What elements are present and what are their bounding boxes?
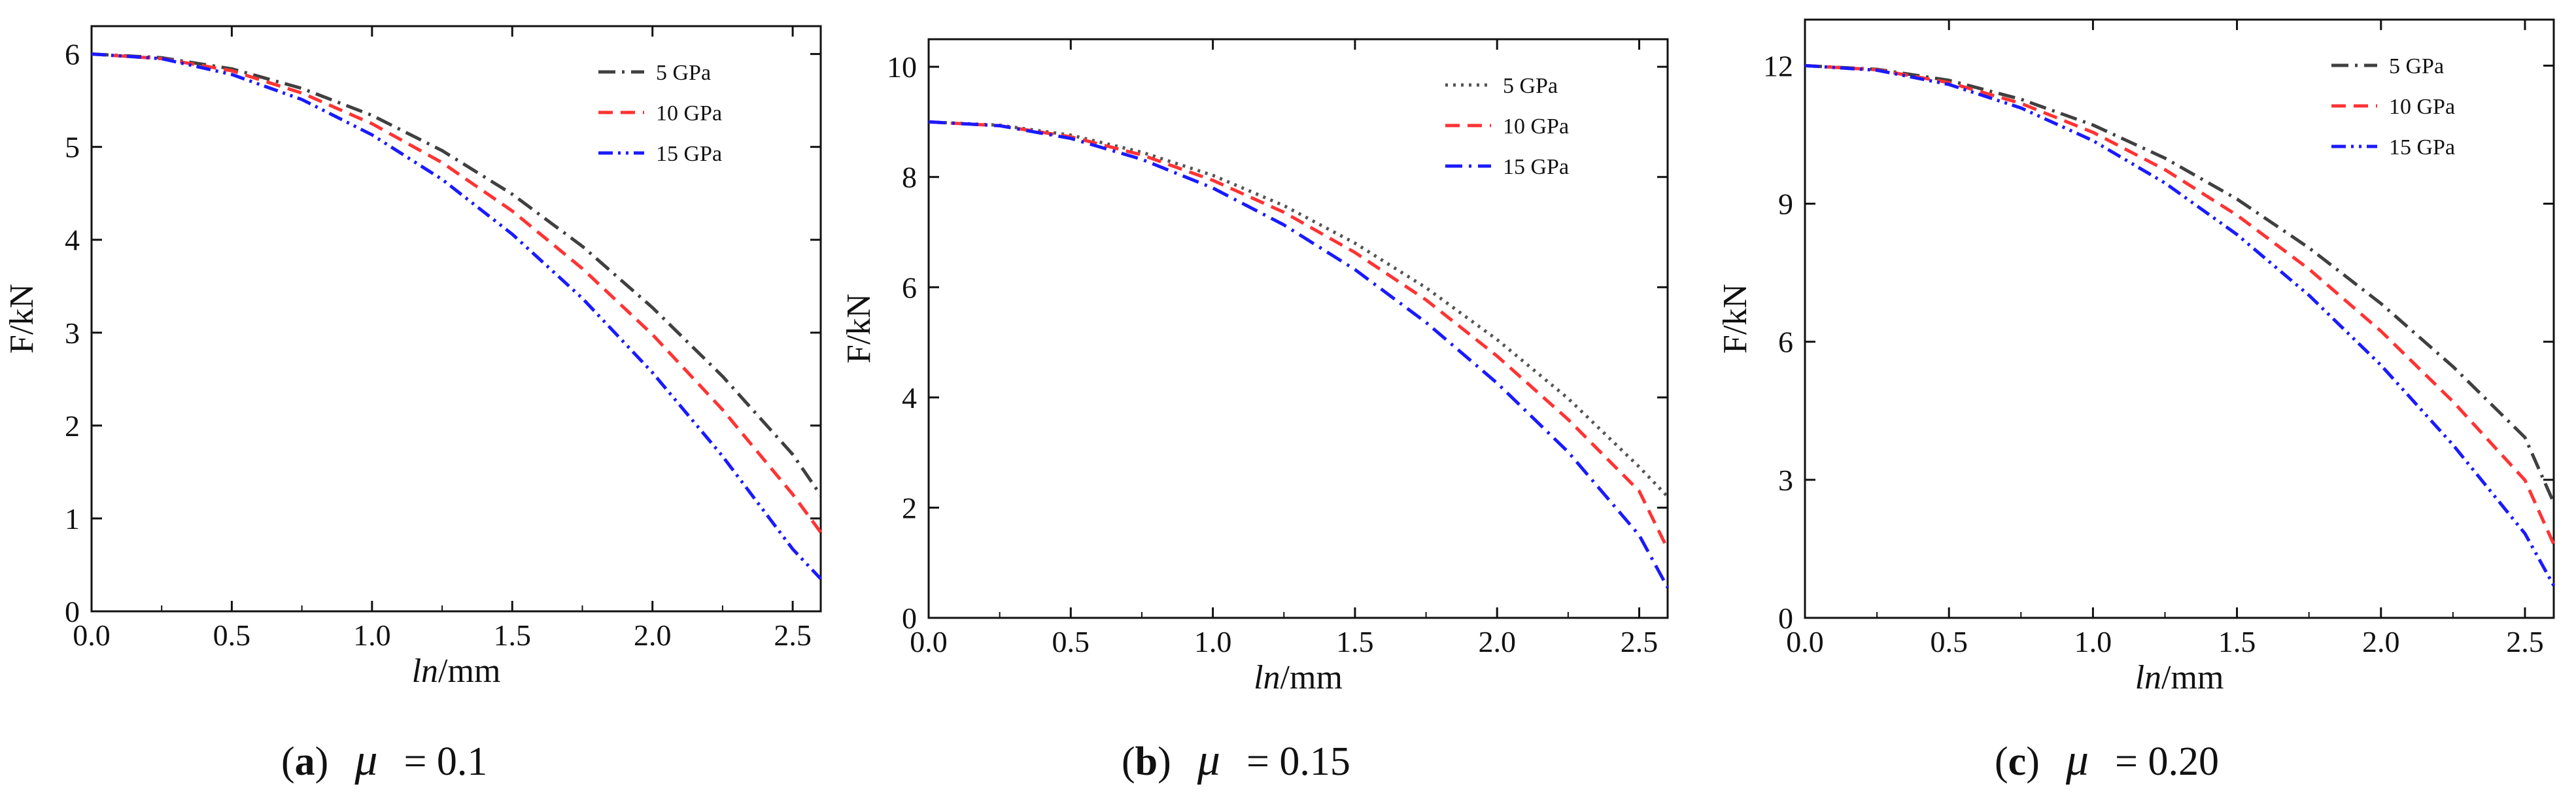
plot-frame bbox=[927, 38, 1669, 619]
series-line-5-gpa bbox=[91, 52, 823, 496]
series-line-10-gpa bbox=[1804, 63, 2556, 545]
x-axis-label: ln/mm bbox=[412, 653, 501, 690]
legend-label: 15 GPa bbox=[656, 142, 722, 166]
caption-value: = 0.1 bbox=[404, 739, 487, 784]
legend-label: 10 GPa bbox=[2389, 95, 2455, 119]
y-tick-label: 1 bbox=[65, 502, 80, 535]
y-tick-label: 6 bbox=[1778, 326, 1793, 359]
x-tick-label: 2.5 bbox=[2506, 625, 2544, 658]
caption-symbol: μ bbox=[1197, 735, 1220, 785]
y-tick-label: 0 bbox=[65, 595, 80, 628]
x-tick-label: 0.5 bbox=[1930, 625, 1968, 658]
x-tick-label: 1.5 bbox=[2218, 625, 2256, 658]
series-line-15-gpa bbox=[1804, 63, 2556, 586]
caption-paren-open: ( bbox=[1122, 739, 1135, 784]
chart-panel-2: 0.0 0.5 1.0 1.5 2.0 2.5 0 2 4 6 8 10 ln/mm F/kN 5 GPa 1… bbox=[840, 38, 1670, 785]
y-tick-label: 4 bbox=[65, 224, 80, 257]
panel-caption: (b) μ = 0.15 bbox=[1122, 735, 1350, 785]
y-tick-label: 5 bbox=[65, 131, 80, 164]
x-axis-label-symbol: ln bbox=[1254, 659, 1280, 696]
caption-value: = 0.15 bbox=[1246, 739, 1350, 784]
x-tick-label: 2.0 bbox=[1478, 625, 1516, 658]
series-line-5-gpa bbox=[928, 120, 1669, 498]
x-axis-label-unit: /mm bbox=[438, 653, 500, 690]
legend-label: 10 GPa bbox=[1503, 114, 1569, 139]
caption-value: = 0.20 bbox=[2115, 739, 2219, 784]
caption-paren-open: ( bbox=[1995, 739, 2008, 784]
x-axis-label-symbol: ln bbox=[2135, 659, 2161, 696]
x-tick-label: 0.0 bbox=[73, 619, 111, 652]
y-tick-label: 4 bbox=[902, 381, 917, 415]
series-line-10-gpa bbox=[928, 120, 1670, 550]
chart-panel-3: 0.0 0.5 1.0 1.5 2.0 2.5 0 3 6 9 12 ln/mm F/kN 5 GPa 10… bbox=[1717, 18, 2556, 785]
y-tick-label: 0 bbox=[902, 602, 917, 635]
caption-paren-open: ( bbox=[281, 739, 295, 784]
x-tick-label: 0.5 bbox=[213, 619, 251, 652]
y-tick-label: 3 bbox=[65, 316, 80, 350]
y-tick-label: 3 bbox=[1778, 464, 1793, 497]
legend-label: 15 GPa bbox=[1503, 155, 1569, 179]
legend-label: 10 GPa bbox=[656, 101, 722, 126]
caption-paren-close: ) bbox=[2026, 739, 2040, 784]
y-tick-label: 8 bbox=[902, 161, 917, 194]
series-line-15-gpa bbox=[91, 52, 822, 581]
x-axis-label-symbol: ln bbox=[412, 653, 438, 690]
panel-caption: (a) μ = 0.1 bbox=[281, 735, 487, 785]
y-tick-label: 12 bbox=[1763, 49, 1793, 82]
panel-caption: (c) μ = 0.20 bbox=[1995, 735, 2219, 785]
y-tick-label: 0 bbox=[1778, 602, 1793, 635]
x-tick-label: 1.5 bbox=[494, 619, 532, 652]
x-tick-label: 2.0 bbox=[2362, 625, 2400, 658]
caption-paren-close: ) bbox=[315, 739, 329, 784]
caption-symbol: μ bbox=[354, 735, 377, 785]
legend-label: 5 GPa bbox=[2389, 54, 2444, 78]
caption-label: a bbox=[295, 739, 315, 784]
caption-paren-close: ) bbox=[1158, 739, 1171, 784]
x-tick-label: 1.0 bbox=[353, 619, 391, 652]
legend-label: 15 GPa bbox=[2389, 135, 2455, 160]
caption-symbol: μ bbox=[2065, 735, 2089, 785]
y-tick-label: 6 bbox=[902, 271, 917, 304]
plot-frame bbox=[1804, 18, 2555, 619]
x-tick-label: 1.0 bbox=[2074, 625, 2112, 658]
y-axis-label: F/kN bbox=[3, 284, 41, 354]
x-tick-label: 2.5 bbox=[774, 619, 812, 652]
x-tick-label: 1.0 bbox=[1194, 625, 1232, 658]
x-tick-label: 1.5 bbox=[1336, 625, 1374, 658]
caption-label: c bbox=[2008, 739, 2027, 784]
y-tick-label: 10 bbox=[887, 50, 917, 84]
caption-label: b bbox=[1135, 739, 1158, 784]
x-axis-label: ln/mm bbox=[2135, 659, 2224, 696]
series-line-10-gpa bbox=[91, 52, 823, 534]
x-tick-label: 0.0 bbox=[910, 625, 948, 658]
x-axis-label-unit: /mm bbox=[2161, 659, 2224, 696]
x-tick-label: 0.0 bbox=[1786, 625, 1824, 658]
y-axis-label: F/kN bbox=[1717, 284, 1754, 354]
y-tick-label: 6 bbox=[65, 38, 80, 71]
y-tick-label: 2 bbox=[902, 491, 917, 524]
legend-label: 5 GPa bbox=[656, 61, 711, 85]
x-tick-label: 2.5 bbox=[1621, 625, 1658, 658]
legend-label: 5 GPa bbox=[1503, 74, 1558, 98]
x-axis-label-unit: /mm bbox=[1280, 659, 1343, 696]
y-tick-label: 9 bbox=[1778, 188, 1793, 221]
plot-frame bbox=[90, 25, 822, 613]
series-line-5-gpa bbox=[1804, 63, 2556, 504]
chart-panel-1: 0.0 0.5 1.0 1.5 2.0 2.5 0 1 2 3 4 5 6 ln/mm F/kN 5 GPa 1… bbox=[3, 25, 823, 785]
series-line-15-gpa bbox=[928, 120, 1670, 588]
x-axis-label: ln/mm bbox=[1254, 659, 1343, 696]
y-axis-label: F/kN bbox=[840, 294, 878, 364]
y-tick-label: 2 bbox=[65, 409, 80, 443]
x-tick-label: 2.0 bbox=[634, 619, 672, 652]
x-tick-label: 0.5 bbox=[1052, 625, 1090, 658]
